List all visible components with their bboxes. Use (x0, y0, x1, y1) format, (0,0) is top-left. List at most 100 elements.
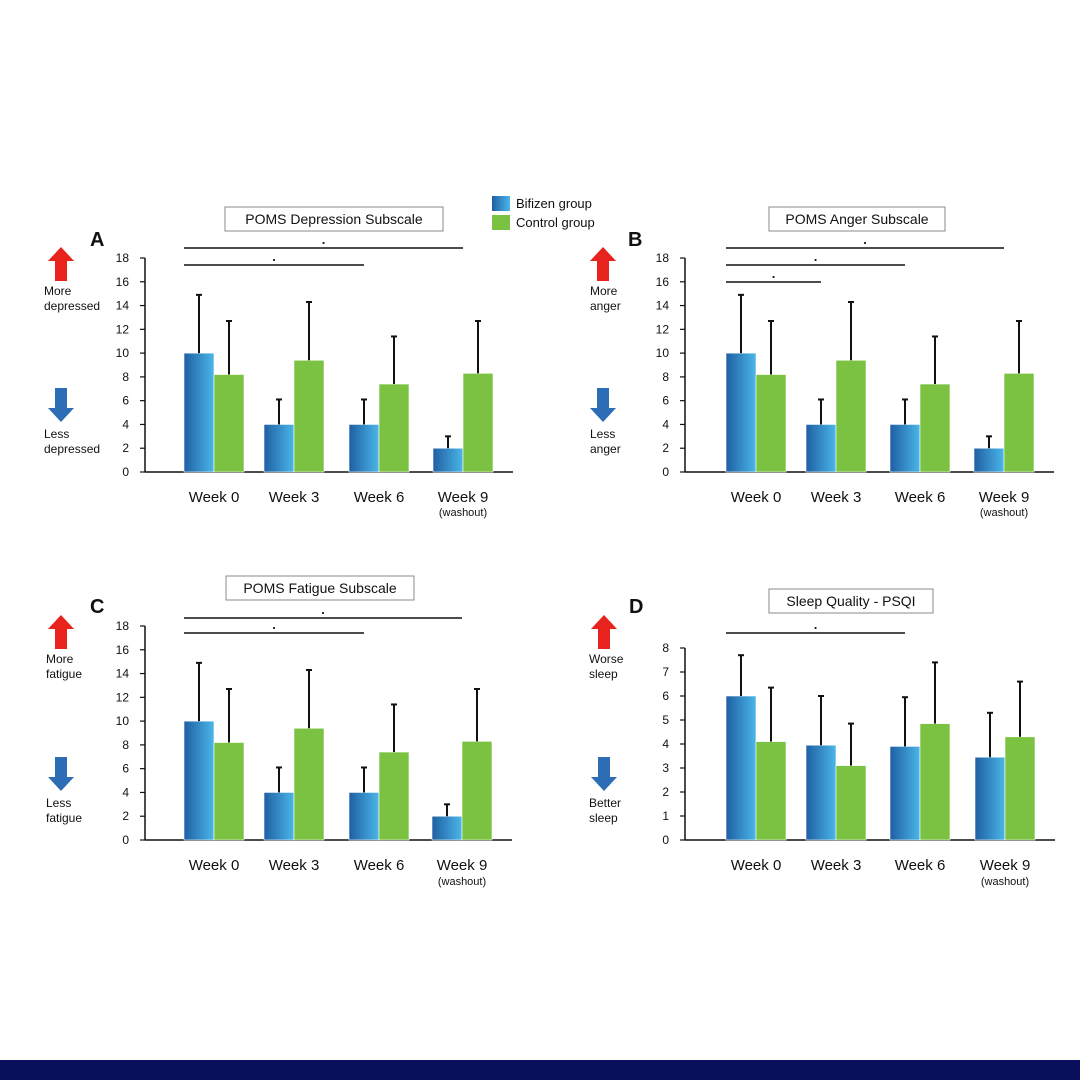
x-sublabel-washout: (washout) (980, 507, 1028, 519)
bar-control (919, 383, 951, 473)
significance-mark: . (272, 617, 276, 632)
x-category-label: Week 3 (811, 489, 862, 506)
bar-bifizen (725, 352, 757, 473)
y-tick-label: 8 (122, 738, 129, 752)
bar-control (1004, 736, 1036, 841)
x-category-label: Week 6 (895, 489, 946, 506)
y-tick-label: 10 (656, 346, 670, 360)
bar-control (213, 742, 245, 841)
chart-title-box (768, 206, 946, 232)
y-tick-label: 2 (122, 441, 129, 455)
y-tick-label: 1 (662, 809, 669, 823)
up-label-line1: More (590, 284, 618, 298)
y-tick-label: 5 (662, 713, 669, 727)
bar-control (835, 765, 867, 841)
panel-d-sleep: D Sleep Quality - PSQI Worse sleep Bette… (589, 588, 1055, 888)
y-tick-label: 0 (662, 833, 669, 847)
y-tick-label: 7 (662, 665, 669, 679)
y-tick-label: 14 (116, 299, 130, 313)
bar-bifizen (725, 695, 757, 841)
y-tick-label: 16 (656, 275, 670, 289)
bar-control (378, 383, 410, 473)
significance-mark: . (863, 232, 867, 247)
down-label-line1: Less (44, 427, 69, 441)
significance-mark: . (772, 266, 776, 281)
x-category-label: Week 0 (189, 489, 240, 506)
up-label-line1: More (46, 652, 74, 666)
y-tick-label: 2 (662, 441, 669, 455)
x-category-label: Week 9 (979, 489, 1030, 506)
bar-bifizen (348, 424, 380, 473)
up-label-line2: depressed (44, 299, 100, 313)
up-arrow-icon (48, 247, 74, 281)
x-sublabel-washout: (washout) (981, 876, 1029, 888)
bar-bifizen (973, 447, 1005, 473)
down-arrow-icon (48, 757, 74, 791)
bar-control (919, 723, 951, 841)
y-tick-label: 0 (122, 465, 129, 479)
bar-bifizen (183, 352, 215, 473)
bar-bifizen (805, 424, 837, 473)
y-tick-label: 6 (122, 762, 129, 776)
y-tick-label: 10 (116, 346, 130, 360)
chart-title: POMS Anger Subscale (785, 211, 928, 227)
legend-label-control: Control group (516, 215, 595, 230)
down-label-line2: depressed (44, 442, 100, 456)
legend: Bifizen group Control group (492, 196, 595, 230)
up-arrow-icon (591, 615, 617, 649)
panel-c-fatigue: C POMS Fatigue Subscale More fatigue Les… (46, 575, 512, 888)
legend-label-bifizen: Bifizen group (516, 196, 592, 211)
bar-bifizen (431, 815, 463, 841)
y-tick-label: 8 (122, 370, 129, 384)
bar-bifizen (889, 746, 921, 841)
bar-bifizen (432, 447, 464, 473)
legend-swatch-bifizen (492, 196, 510, 211)
y-tick-label: 2 (122, 809, 129, 823)
panel-a-depression: A POMS Depression Subscale More depresse… (44, 206, 513, 519)
up-label-line2: anger (590, 299, 621, 313)
x-category-label: Week 3 (811, 857, 862, 874)
significance-mark: . (814, 617, 818, 632)
y-tick-label: 12 (656, 322, 670, 336)
down-label-line1: Less (46, 796, 71, 810)
y-tick-label: 16 (116, 643, 130, 657)
bar-bifizen (263, 792, 295, 841)
significance-mark: . (321, 602, 325, 617)
x-category-label: Week 9 (438, 489, 489, 506)
bar-control (462, 373, 494, 473)
bar-bifizen (183, 720, 215, 841)
down-label-line1: Less (590, 427, 615, 441)
significance-mark: . (272, 249, 276, 264)
y-tick-label: 0 (122, 833, 129, 847)
up-arrow-icon (590, 247, 616, 281)
chart-title-box (768, 588, 934, 614)
chart-title: POMS Depression Subscale (245, 211, 423, 227)
up-label-line2: sleep (589, 667, 618, 681)
up-label-line1: More (44, 284, 72, 298)
y-tick-label: 4 (662, 417, 669, 431)
up-arrow-icon (48, 615, 74, 649)
down-label-line2: sleep (589, 811, 618, 825)
legend-swatch-control (492, 215, 510, 230)
panel-letter: A (90, 229, 104, 251)
bar-control (461, 741, 493, 841)
footer-band (0, 1060, 1080, 1080)
panel-b-anger: B POMS Anger Subscale More anger Less an… (590, 206, 1054, 519)
y-tick-label: 8 (662, 641, 669, 655)
chart-title: POMS Fatigue Subscale (243, 580, 397, 596)
down-arrow-icon (590, 388, 616, 422)
down-arrow-icon (48, 388, 74, 422)
y-tick-label: 4 (122, 417, 129, 431)
y-tick-label: 12 (116, 322, 130, 336)
up-label-line1: Worse (589, 652, 624, 666)
y-tick-label: 2 (662, 785, 669, 799)
bar-bifizen (348, 792, 380, 841)
bar-control (1003, 373, 1035, 473)
down-arrow-icon (591, 757, 617, 791)
x-category-label: Week 9 (980, 857, 1031, 874)
panel-letter: B (628, 229, 642, 251)
bar-control (755, 741, 787, 841)
significance-mark: . (814, 249, 818, 264)
up-label-line2: fatigue (46, 667, 82, 681)
y-tick-label: 16 (116, 275, 130, 289)
